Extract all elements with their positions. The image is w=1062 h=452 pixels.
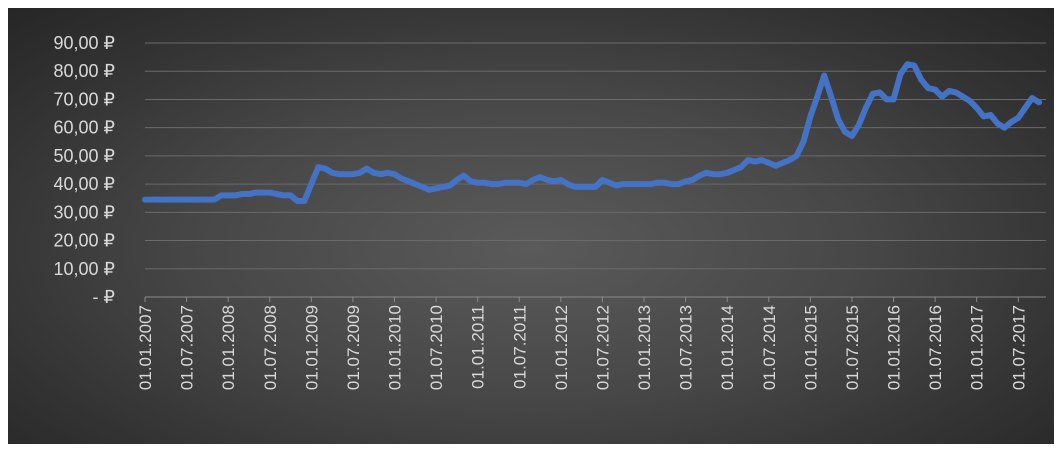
- x-tick-label: 01.01.2008: [219, 305, 238, 390]
- x-tick-label: 01.01.2009: [302, 305, 321, 390]
- y-tick-label: 20,00 ₽: [54, 231, 116, 251]
- x-tick-label: 01.07.2010: [427, 305, 446, 390]
- y-tick-label: - ₽: [93, 287, 115, 307]
- y-axis-labels: - ₽ 10,00 ₽ 20,00 ₽ 30,00 ₽ 40,00 ₽ 50,00 ₽ 60…: [54, 33, 116, 307]
- x-tick-label: 01.01.2015: [801, 305, 820, 390]
- y-tick-label: 60,00 ₽: [54, 118, 116, 138]
- line-chart: - ₽ 10,00 ₽ 20,00 ₽ 30,00 ₽ 40,00 ₽ 50,00 ₽ 60…: [54, 33, 1046, 390]
- x-tick-label: 01.01.2014: [718, 305, 737, 390]
- x-tick-label: 01.01.2017: [968, 305, 987, 390]
- x-tick-label: 01.01.2016: [885, 305, 904, 390]
- x-tick-label: 01.07.2014: [760, 305, 779, 390]
- x-tick-label: 01.01.2011: [469, 305, 488, 389]
- x-tick-label: 01.01.2007: [136, 305, 155, 390]
- x-tick-label: 01.01.2013: [635, 305, 654, 390]
- x-tick-label: 01.01.2012: [552, 305, 571, 390]
- x-tick-label: 01.07.2017: [1009, 305, 1028, 390]
- x-tick-label: 01.07.2009: [344, 305, 363, 390]
- series-layer: [142, 61, 1043, 204]
- x-tick-label: 01.07.2012: [593, 305, 612, 390]
- y-tick-label: 70,00 ₽: [54, 89, 116, 109]
- x-tick-label: 01.07.2013: [677, 305, 696, 390]
- x-tick-label: 01.07.2007: [178, 305, 197, 390]
- gridlines: [145, 42, 1046, 270]
- y-tick-label: 80,00 ₽: [54, 61, 116, 81]
- y-tick-label: 50,00 ₽: [54, 146, 116, 166]
- x-tick-label: 01.07.2011: [510, 305, 529, 389]
- y-tick-label: 30,00 ₽: [54, 202, 116, 222]
- y-tick-label: 10,00 ₽: [54, 259, 116, 279]
- x-tick-label: 01.07.2008: [261, 305, 280, 390]
- x-axis-labels: 01.01.2007 01.07.2007 01.01.2008 01.07.2008…: [136, 305, 1028, 390]
- y-tick-label: 90,00 ₽: [54, 33, 116, 53]
- x-axis: [144, 296, 1046, 302]
- series-line: [142, 61, 1043, 204]
- x-tick-label: 01.07.2015: [843, 305, 862, 390]
- y-tick-label: 40,00 ₽: [54, 174, 116, 194]
- x-tick-label: 01.01.2010: [386, 305, 405, 390]
- x-tick-label: 01.07.2016: [926, 305, 945, 390]
- chart-area: - ₽ 10,00 ₽ 20,00 ₽ 30,00 ₽ 40,00 ₽ 50,00 ₽ 60…: [8, 8, 1054, 444]
